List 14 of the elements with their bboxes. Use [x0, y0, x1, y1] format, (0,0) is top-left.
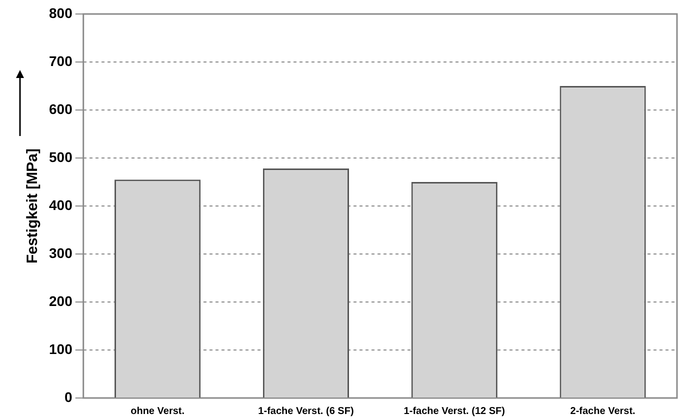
- x-tick-label: 2-fache Verst.: [570, 406, 636, 417]
- y-tick-label: 100: [49, 340, 73, 357]
- x-tick-label: ohne Verst.: [130, 406, 185, 417]
- y-axis-title: Festigkeit [MPa]: [24, 148, 42, 264]
- x-tick-label: 1-fache Verst. (12 SF): [404, 406, 505, 417]
- y-tick-label: 0: [64, 388, 73, 405]
- x-tick-label: 1-fache Verst. (6 SF): [258, 406, 354, 417]
- y-tick-label: 300: [49, 244, 73, 261]
- y-tick-label: 800: [49, 4, 73, 21]
- y-tick-label: 500: [49, 148, 73, 165]
- y-tick-label: 200: [49, 292, 73, 309]
- y-tick-label: 700: [49, 52, 73, 69]
- y-tick-label: 600: [49, 100, 73, 117]
- y-tick-label: 400: [49, 196, 73, 213]
